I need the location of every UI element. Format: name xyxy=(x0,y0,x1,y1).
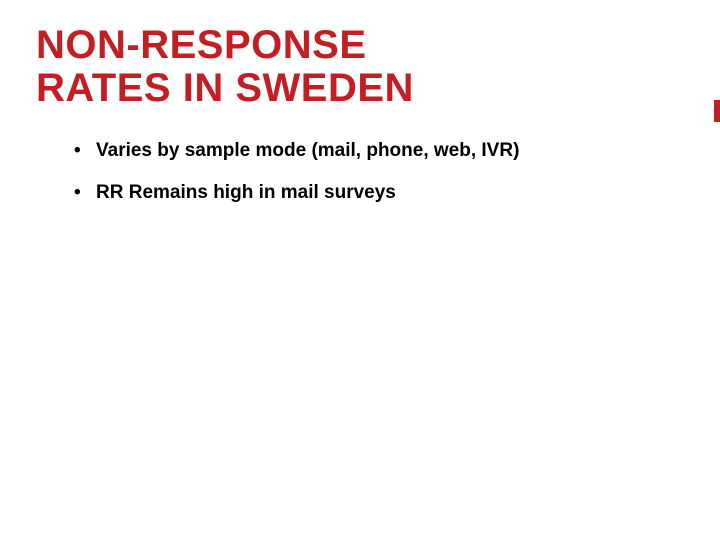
title-line-2: RATES IN SWEDEN xyxy=(36,66,414,110)
bullet-item: Varies by sample mode (mail, phone, web,… xyxy=(96,140,684,162)
accent-bar xyxy=(714,100,720,122)
title-line-1: NON-RESPONSE xyxy=(36,23,367,67)
bullet-list: Varies by sample mode (mail, phone, web,… xyxy=(36,140,684,204)
slide: NON-RESPONSE RATES IN SWEDEN Varies by s… xyxy=(0,0,720,540)
bullet-item: RR Remains high in mail surveys xyxy=(96,182,684,204)
slide-title: NON-RESPONSE RATES IN SWEDEN xyxy=(36,24,684,110)
